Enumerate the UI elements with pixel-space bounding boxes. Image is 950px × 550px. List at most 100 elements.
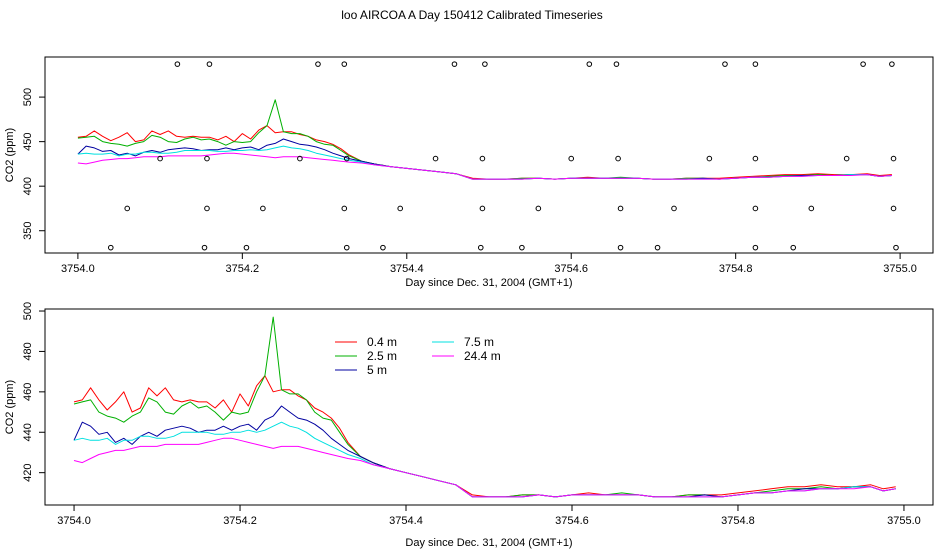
marker-point bbox=[654, 244, 661, 251]
series-line-7-5-m bbox=[73, 421, 896, 498]
bottom-x-axis-label: Day since Dec. 31, 2004 (GMT+1) bbox=[405, 537, 572, 549]
x-tick-label: 3754.6 bbox=[554, 263, 588, 275]
marker-point bbox=[671, 205, 677, 212]
bottom-x-axis: 3754.0 3754.2 3754.4 3754.6 3754.8 3755.0 bbox=[57, 505, 921, 527]
series-line-5-m bbox=[73, 405, 896, 498]
y-tick-label: 450 bbox=[22, 132, 34, 150]
bottom-y-axis: 420 440 460 480 500 bbox=[22, 302, 45, 482]
marker-point bbox=[568, 155, 575, 162]
x-tick-label: 3754.6 bbox=[555, 515, 589, 527]
y-tick-label: 420 bbox=[22, 463, 34, 481]
top-plot-frame bbox=[44, 56, 934, 254]
marker-point bbox=[535, 205, 542, 212]
marker-point bbox=[519, 244, 525, 251]
marker-point bbox=[124, 205, 131, 212]
legend-label: 0.4 m bbox=[367, 335, 397, 349]
marker-point bbox=[260, 205, 266, 212]
marker-point bbox=[722, 61, 728, 67]
series-line-2-5-m bbox=[77, 99, 892, 180]
y-tick-label: 460 bbox=[22, 383, 34, 401]
x-tick-label: 3754.2 bbox=[223, 515, 257, 527]
marker-point bbox=[157, 155, 163, 162]
series-line-24-4-m bbox=[77, 152, 892, 180]
marker-point bbox=[889, 61, 895, 67]
x-tick-label: 3755.0 bbox=[883, 263, 917, 275]
x-tick-label: 3754.0 bbox=[61, 263, 95, 275]
marker-point bbox=[479, 155, 486, 162]
y-tick-label: 500 bbox=[22, 302, 34, 320]
marker-point bbox=[315, 61, 321, 67]
marker-point bbox=[206, 61, 213, 67]
series-line-24-4-m bbox=[73, 437, 896, 498]
marker-point bbox=[752, 205, 759, 212]
x-tick-label: 3754.8 bbox=[721, 515, 755, 527]
x-tick-label: 3754.4 bbox=[389, 515, 423, 527]
marker-point bbox=[174, 61, 181, 67]
top-x-axis-label: Day since Dec. 31, 2004 (GMT+1) bbox=[405, 277, 572, 289]
marker-point bbox=[808, 205, 815, 212]
y-tick-label: 480 bbox=[22, 342, 34, 360]
legend-label: 5 m bbox=[367, 363, 387, 377]
x-tick-label: 3754.0 bbox=[57, 515, 91, 527]
marker-point bbox=[615, 155, 621, 162]
top-x-axis: 3754.0 3754.2 3754.4 3754.6 3754.8 3755.0 bbox=[61, 253, 917, 275]
figure-title: loo AIRCOA A Day 150412 Calibrated Times… bbox=[341, 8, 602, 22]
marker-point bbox=[860, 61, 866, 67]
x-tick-label: 3754.2 bbox=[226, 263, 260, 275]
x-tick-label: 3754.4 bbox=[390, 263, 424, 275]
y-tick-label: 500 bbox=[22, 88, 34, 106]
marker-point bbox=[617, 205, 624, 212]
marker-point bbox=[432, 155, 439, 162]
bottom-panel: 3754.0 3754.2 3754.4 3754.6 3754.8 3755.0 420… bbox=[4, 302, 934, 549]
marker-point bbox=[617, 244, 624, 251]
marker-point bbox=[204, 205, 210, 212]
marker-point bbox=[343, 244, 350, 251]
marker-point bbox=[890, 155, 897, 162]
marker-point bbox=[451, 61, 458, 67]
marker-point bbox=[586, 61, 593, 67]
marker-point bbox=[752, 61, 759, 67]
x-tick-label: 3755.0 bbox=[887, 515, 921, 527]
y-tick-label: 400 bbox=[22, 177, 34, 195]
top-markers bbox=[107, 61, 899, 251]
marker-point bbox=[477, 244, 484, 251]
bottom-series-lines bbox=[73, 316, 896, 498]
marker-point bbox=[397, 205, 404, 212]
marker-point bbox=[201, 244, 208, 251]
marker-point bbox=[843, 155, 850, 162]
marker-point bbox=[243, 244, 250, 251]
marker-point bbox=[790, 244, 797, 251]
bottom-plot-frame bbox=[44, 308, 934, 506]
marker-point bbox=[297, 155, 303, 162]
bottom-legend: 0.4 m2.5 m5 m 7.5 m24.4 m bbox=[335, 335, 501, 377]
bottom-y-axis-label: CO2 (ppm) bbox=[4, 380, 16, 434]
legend-label: 7.5 m bbox=[464, 335, 494, 349]
marker-point bbox=[204, 155, 210, 162]
series-line-0-4-m bbox=[73, 375, 896, 498]
marker-point bbox=[893, 244, 899, 251]
series-line-0-4-m bbox=[77, 125, 892, 180]
top-y-axis: 350 400 450 500 bbox=[22, 88, 45, 240]
x-tick-label: 3754.8 bbox=[719, 263, 753, 275]
legend-label: 24.4 m bbox=[464, 349, 501, 363]
marker-point bbox=[107, 244, 114, 251]
marker-point bbox=[706, 155, 713, 162]
marker-point bbox=[752, 155, 759, 162]
top-series-lines bbox=[77, 99, 892, 180]
marker-point bbox=[479, 205, 486, 212]
marker-point bbox=[341, 61, 348, 67]
series-line-7-5-m bbox=[77, 145, 892, 180]
marker-point bbox=[380, 244, 386, 251]
legend-label: 2.5 m bbox=[367, 349, 397, 363]
marker-point bbox=[613, 61, 620, 67]
marker-point bbox=[890, 205, 897, 212]
y-tick-label: 350 bbox=[22, 222, 34, 240]
top-y-axis-label: CO2 (ppm) bbox=[4, 128, 16, 182]
marker-point bbox=[482, 61, 488, 67]
marker-point bbox=[341, 205, 348, 212]
marker-point bbox=[343, 155, 350, 162]
marker-point bbox=[752, 244, 759, 251]
y-tick-label: 440 bbox=[22, 423, 34, 441]
top-panel: 3754.0 3754.2 3754.4 3754.6 3754.8 3755.0 350… bbox=[4, 56, 934, 289]
